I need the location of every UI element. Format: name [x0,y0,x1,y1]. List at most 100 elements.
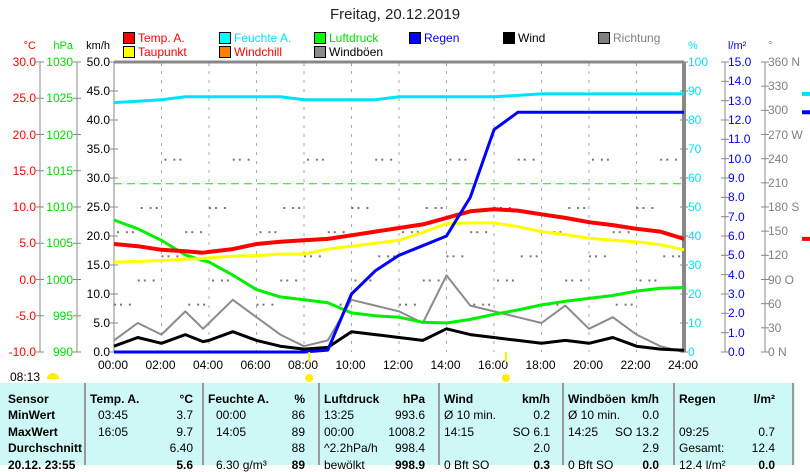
cell-value: 0.2 [533,408,550,422]
direction-dot [132,231,134,233]
direction-dot [637,207,639,209]
direction-dot [369,280,371,282]
cell-label: Ø 10 min. [444,408,496,422]
direction-dot [435,207,437,209]
cell-value: 993.6 [395,408,425,422]
cell-label: 13:25 [324,408,354,422]
cell-label: 16:05 [98,425,128,439]
direction-dot [150,207,152,209]
direction-dot [117,231,119,233]
cell-label: 14:25 [568,425,598,439]
column-unit: °C [180,392,193,406]
direction-dot [179,159,181,161]
cell-label: Ø 10 min. [568,408,620,422]
direction-dot [628,231,630,233]
direction-dot [482,304,484,306]
cell-label: 00:00 [324,425,354,439]
direction-dot [307,159,309,161]
direction-dot [260,231,262,233]
direction-dot [595,255,597,257]
current-rain-marker [802,110,810,114]
column-header: Feuchte A. [208,392,269,406]
direction-dot [423,280,425,282]
direction-dot [512,280,514,282]
direction-dot [613,231,615,233]
direction-dot [450,159,452,161]
direction-dot [328,231,330,233]
cell-value: SO 13.2 [615,425,659,439]
direction-dot [631,304,633,306]
direction-dot [485,231,487,233]
direction-dot [411,231,413,233]
direction-dot [453,255,455,257]
column-header: Temp. A. [90,392,139,406]
direction-dot [310,255,312,257]
direction-dot [414,304,416,306]
direction-dot [530,255,532,257]
direction-dot [663,255,665,257]
direction-dot [607,159,609,161]
direction-dot [358,207,360,209]
cell-value: 6.40 [170,441,193,455]
sun-icon [47,373,59,379]
direction-dot [604,255,606,257]
direction-dot [387,255,389,257]
column-divider [202,383,204,465]
cell-value: 9.7 [176,425,193,439]
cell-label: 09:25 [679,425,709,439]
direction-dot [263,304,265,306]
column-unit: km/h [522,392,550,406]
direction-dot [355,280,357,282]
direction-dot [643,207,645,209]
column-divider [84,383,86,465]
direction-dot [274,231,276,233]
direction-dot [506,280,508,282]
direction-dot [319,255,321,257]
direction-dot [381,159,383,161]
column-unit: hPa [403,392,425,406]
direction-dot [268,231,270,233]
direction-dot [188,304,190,306]
direction-dot [426,207,428,209]
direction-dot [447,255,449,257]
cell-value: SO 6.1 [513,425,550,439]
direction-dot [565,280,567,282]
direction-dot [215,207,217,209]
direction-dot [334,231,336,233]
cell-value: 3.7 [176,408,193,422]
direction-dot [678,255,680,257]
direction-dot [366,207,368,209]
cell-value: 1008.2 [388,425,425,439]
direction-dot [524,159,526,161]
direction-dot [533,159,535,161]
direction-dot [666,159,668,161]
column-header: Windböen [568,392,626,406]
direction-dot [405,304,407,306]
direction-dot [129,304,131,306]
direction-dot [497,280,499,282]
direction-dot [675,159,677,161]
direction-dot [488,304,490,306]
direction-dot [292,207,294,209]
column-header: Luftdruck [324,392,379,406]
direction-dot [625,304,627,306]
direction-dot [518,159,520,161]
direction-dot [257,304,259,306]
row-label: MaxWert [8,425,58,439]
direction-dot [461,255,463,257]
column-unit: km/h [631,392,659,406]
direction-dot [224,207,226,209]
direction-dot [286,280,288,282]
direction-dot [441,207,443,209]
series-feuchte-a- [114,94,684,103]
direction-dot [458,159,460,161]
direction-dot [352,207,354,209]
direction-dot [654,280,656,282]
direction-dot [660,159,662,161]
current-temp-marker [802,237,810,241]
direction-dot [399,304,401,306]
direction-dot [375,159,377,161]
direction-dot [227,280,229,282]
direction-dot [429,280,431,282]
